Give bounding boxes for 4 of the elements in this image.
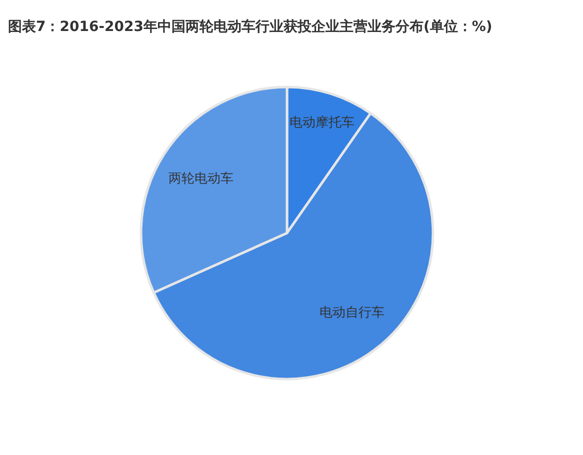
slice-label: 两轮电动车 <box>168 171 234 186</box>
slice-label: 电动摩托车 <box>290 116 355 131</box>
slice-label: 电动自行车 <box>320 306 385 321</box>
chart-title: 图表7：2016-2023年中国两轮电动车行业获投企业主营业务分布(单位：%) <box>8 18 492 35</box>
